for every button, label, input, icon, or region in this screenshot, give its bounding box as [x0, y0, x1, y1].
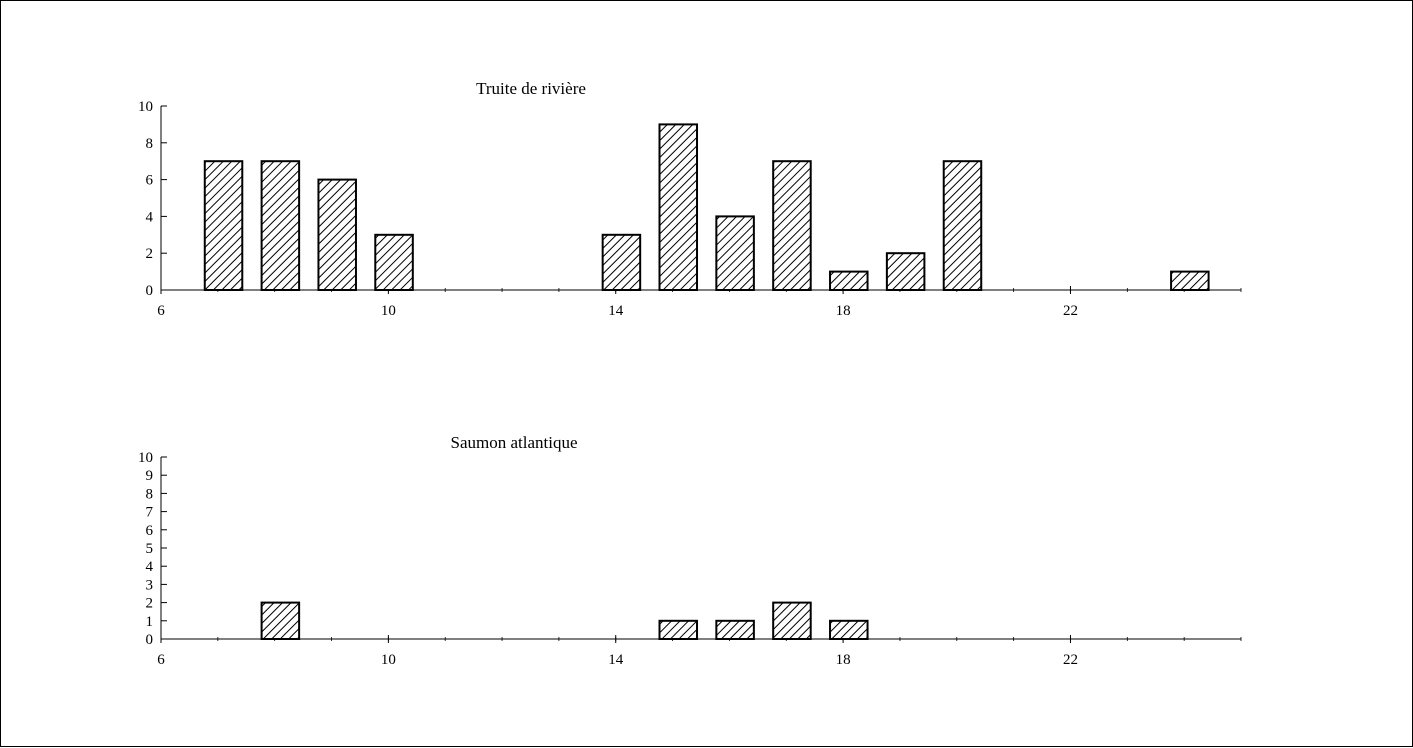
- x-tick-label: 18: [836, 652, 851, 668]
- x-tick-label: 6: [157, 303, 165, 319]
- bar: [772, 160, 812, 291]
- y-tick-label: 5: [146, 541, 154, 557]
- y-tick-label: 10: [138, 99, 153, 115]
- x-tick-label: 14: [608, 303, 624, 319]
- bar: [715, 619, 755, 640]
- x-tick-label: 6: [157, 652, 165, 668]
- x-tick-label: 14: [608, 652, 624, 668]
- chart-title: Truite de rivière: [476, 79, 586, 98]
- bar: [1170, 270, 1210, 292]
- x-tick-label: 18: [836, 303, 851, 319]
- y-tick-label: 10: [138, 450, 153, 466]
- chart-title: Saumon atlantique: [450, 433, 577, 452]
- bar: [829, 270, 869, 292]
- y-tick-label: 4: [146, 209, 154, 225]
- y-tick-label: 6: [146, 173, 154, 189]
- bar: [260, 160, 301, 291]
- bar: [829, 619, 869, 640]
- x-tick-label: 10: [381, 652, 396, 668]
- x-tick-label: 22: [1063, 652, 1078, 668]
- x-tick-label: 22: [1063, 303, 1078, 319]
- y-tick-label: 3: [146, 577, 154, 593]
- bar: [942, 160, 983, 291]
- bar: [658, 123, 699, 292]
- y-tick-label: 8: [146, 136, 154, 152]
- y-tick-label: 0: [146, 632, 154, 648]
- bar: [203, 160, 244, 291]
- y-tick-label: 6: [146, 523, 154, 539]
- bar: [601, 233, 642, 292]
- y-tick-label: 7: [146, 505, 154, 521]
- chart-truite: Truite de rivière 0 2 4 6 8 10 6 10 14 18 22: [138, 79, 1242, 319]
- bar: [317, 178, 357, 292]
- bar: [374, 233, 414, 292]
- y-tick-label: 2: [146, 596, 154, 612]
- chart-saumon: Saumon atlantique 0 1 2 3 4 5 6 7 8 9 10 6 10 14 18 22: [138, 433, 1242, 668]
- y-tick-label: 8: [146, 486, 154, 502]
- y-tick-label: 1: [146, 614, 154, 630]
- y-tick-label: 2: [146, 246, 154, 262]
- bar: [772, 601, 812, 640]
- y-tick-label: 9: [146, 468, 154, 484]
- x-tick-label: 10: [381, 303, 396, 319]
- bar: [715, 215, 755, 291]
- y-tick-label: 4: [146, 559, 154, 575]
- bar: [885, 252, 926, 291]
- bar: [658, 619, 699, 640]
- bar: [260, 601, 301, 640]
- y-tick-label: 0: [146, 283, 154, 299]
